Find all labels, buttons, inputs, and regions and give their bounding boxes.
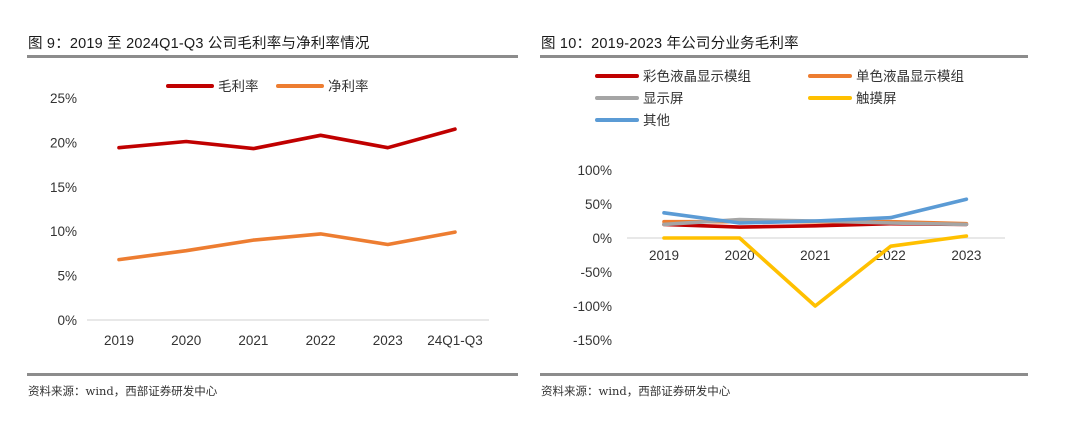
chart-1-x-tick-label: 2021 — [238, 333, 268, 348]
chart-2-series-line-4 — [662, 234, 969, 308]
chart-2-y-tick-label: -50% — [580, 265, 612, 280]
chart-1-source-rule — [27, 373, 518, 376]
chart-2-y-tick-label: 0% — [592, 231, 612, 246]
chart-1-y-tick-label: 0% — [57, 313, 77, 328]
chart-1-y-tick-label: 20% — [50, 135, 77, 150]
chart-1-x-tick-label: 2019 — [104, 333, 134, 348]
chart-2-source: 资料来源：wind，西部证券研发中心 — [541, 384, 731, 398]
chart-2-y-tick-label: 100% — [577, 163, 612, 178]
chart-2-legend-label: 单色液晶显示模组 — [856, 68, 964, 85]
chart-2-legend-label: 显示屏 — [643, 91, 684, 107]
chart-2-legend-label: 彩色液晶显示模组 — [643, 68, 751, 85]
chart-2-series-line-5 — [662, 197, 969, 225]
chart-1-x-tick-label: 2023 — [373, 333, 403, 348]
chart-1-title: 图 9：2019 至 2024Q1-Q3 公司毛利率与净利率情况 — [28, 36, 370, 52]
chart-1-series-line-2 — [117, 230, 457, 262]
chart-1-y-tick-label: 25% — [50, 91, 77, 106]
chart-1-y-tick-label: 15% — [50, 180, 77, 195]
chart-2-title: 图 10：2019-2023 年公司分业务毛利率 — [541, 36, 799, 52]
chart-1-source: 资料来源：wind，西部证券研发中心 — [28, 384, 218, 398]
chart-2-y-tick-label: -100% — [573, 299, 612, 314]
chart-1-y-tick-label: 5% — [57, 269, 77, 284]
chart-1-legend-label: 毛利率 — [218, 78, 259, 95]
chart-2-y-tick-label: 50% — [585, 197, 612, 212]
chart-1-legend-label: 净利率 — [328, 78, 369, 95]
chart-2-legend-label: 其他 — [643, 113, 670, 129]
chart-2-x-tick-label: 2019 — [649, 248, 679, 263]
chart-2-x-tick-label: 2021 — [800, 248, 830, 263]
chart-1-x-tick-label: 24Q1-Q3 — [427, 333, 483, 348]
chart-1-series-line-1 — [117, 127, 457, 151]
chart-2-source-rule — [540, 373, 1028, 376]
chart-1-y-tick-label: 10% — [50, 224, 77, 239]
chart-2-legend-label: 触摸屏 — [856, 91, 897, 107]
chart-1-x-tick-label: 2022 — [306, 333, 336, 348]
chart-2-title-rule — [540, 55, 1028, 58]
chart-2-x-tick-label: 2023 — [951, 248, 981, 263]
chart-1-x-tick-label: 2020 — [171, 333, 201, 348]
chart-2-x-tick-label: 2020 — [725, 248, 755, 263]
chart-2-y-tick-label: -150% — [573, 333, 612, 348]
chart-1-title-rule — [27, 55, 518, 58]
